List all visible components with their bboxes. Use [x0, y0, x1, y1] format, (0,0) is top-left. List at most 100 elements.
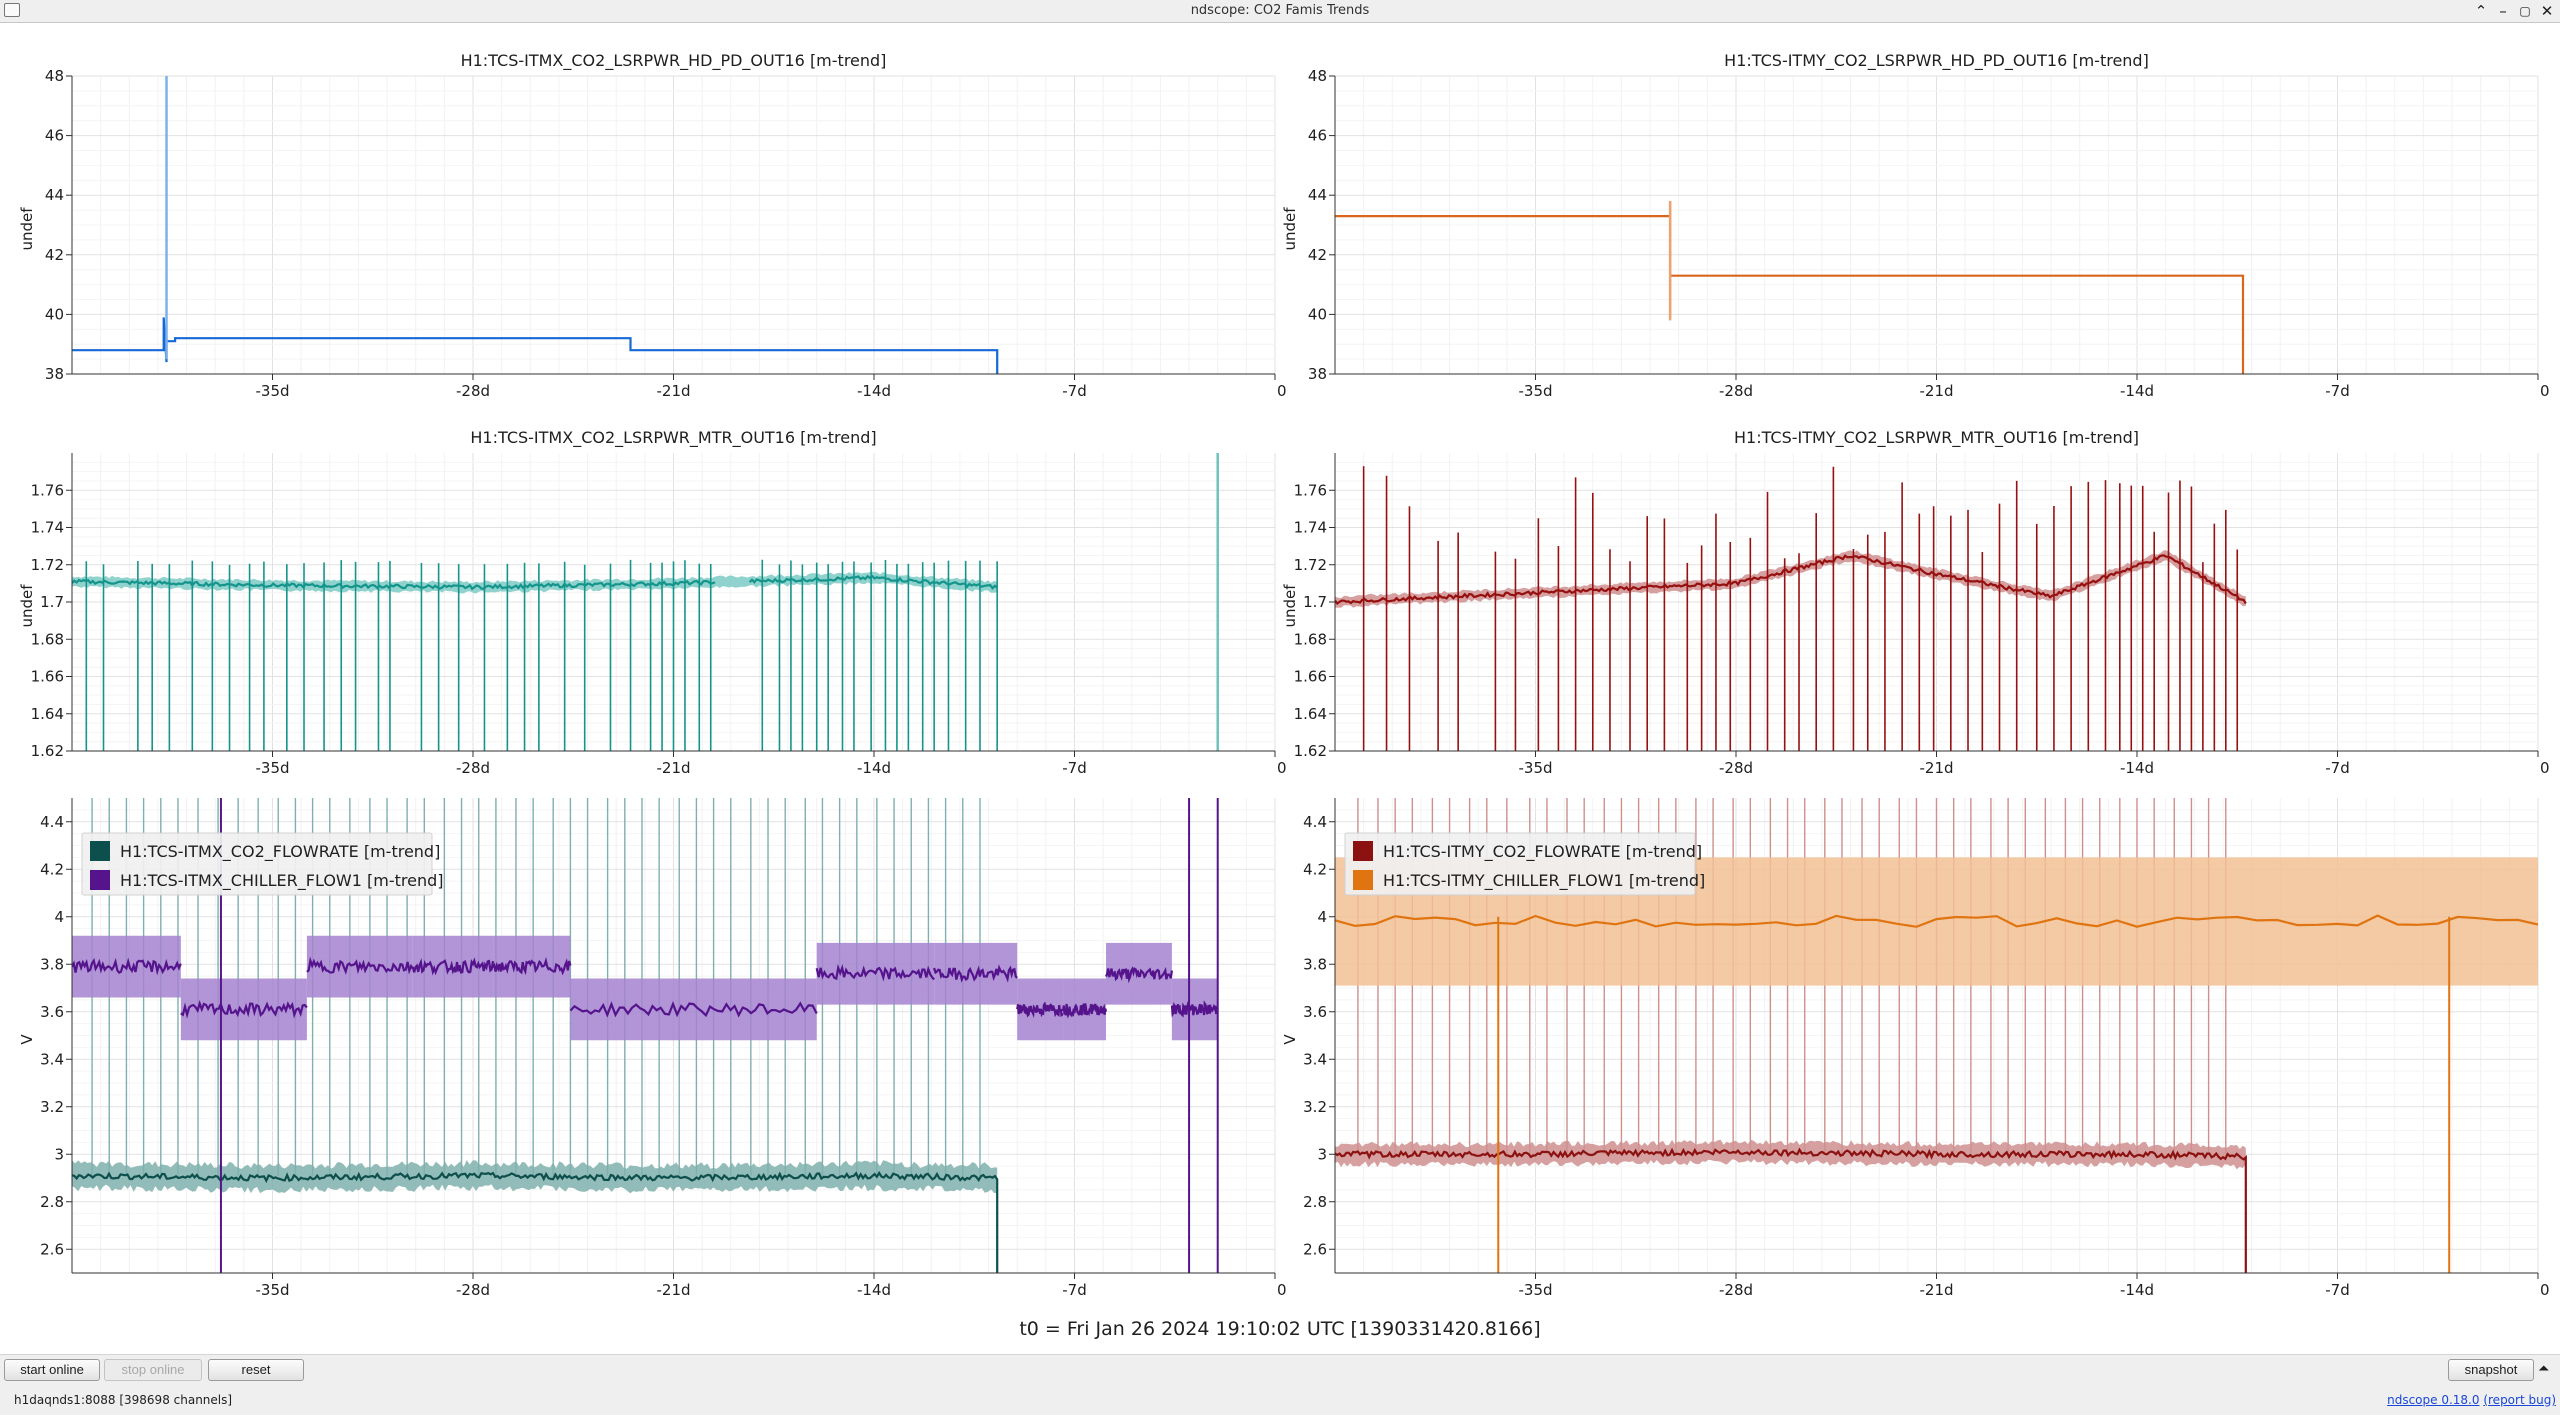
x-tick-label: -35d	[1518, 1281, 1552, 1299]
x-tick-label: -35d	[1518, 759, 1552, 777]
y-tick-label: 40	[45, 305, 64, 323]
plot-title: H1:TCS-ITMY_CO2_LSRPWR_MTR_OUT16 [m-tren…	[1734, 428, 2139, 448]
y-tick-label: 1.64	[31, 705, 64, 723]
legend-label: H1:TCS-ITMX_CO2_FLOWRATE [m-trend]	[120, 842, 440, 862]
y-tick-label: 1.64	[1294, 705, 1327, 723]
series-tr-0-line	[1335, 201, 2245, 374]
version-info: ndscope 0.18.0 (report bug)	[2387, 1393, 2556, 1407]
y-axis-label: V	[18, 1034, 36, 1045]
plot-data	[72, 76, 999, 374]
start-online-button[interactable]: start online	[4, 1359, 100, 1381]
x-tick-label: -7d	[2325, 759, 2349, 777]
y-tick-label: 38	[1308, 365, 1327, 383]
y-tick-label: 2.8	[1303, 1193, 1327, 1211]
x-tick-label: -14d	[857, 1281, 891, 1299]
y-tick-label: 1.74	[1294, 519, 1327, 537]
y-tick-label: 1.76	[1294, 481, 1327, 499]
chevron-up-icon[interactable]: ⌃	[2474, 2, 2488, 20]
y-tick-label: 2.6	[1303, 1240, 1327, 1258]
x-tick-label: -28d	[1719, 759, 1753, 777]
plot-title: H1:TCS-ITMX_CO2_LSRPWR_HD_PD_OUT16 [m-tr…	[461, 51, 887, 71]
window-titlebar: ndscope: CO2 Famis Trends ⌃ – ▢ ✕	[0, 0, 2560, 23]
plot-itmy-flow[interactable]: -35d -28d -21d -14d -7d 0 2.6 2.8 3 3.2 3.4 3.6 3.8 4…	[1281, 798, 2550, 1299]
y-tick-label: 3.8	[1303, 955, 1327, 973]
series-bl-1-band	[570, 978, 817, 1041]
y-tick-label: 1.76	[31, 481, 64, 499]
version-link[interactable]: ndscope 0.18.0	[2387, 1393, 2480, 1407]
y-tick-label: 4.4	[1303, 813, 1327, 831]
x-tick-label: -21d	[1919, 1281, 1953, 1299]
y-tick-label: 44	[1308, 186, 1327, 204]
expand-toggle-icon[interactable]: ⏶	[2538, 1361, 2550, 1377]
legend-swatch	[90, 841, 110, 861]
x-tick-label: -21d	[656, 382, 690, 400]
x-tick-label: -21d	[1919, 759, 1953, 777]
y-tick-label: 1.66	[31, 668, 64, 686]
series-mr-0-band	[1335, 550, 2246, 608]
y-tick-label: 4.4	[40, 813, 64, 831]
plot-title: H1:TCS-ITMY_CO2_LSRPWR_HD_PD_OUT16 [m-tr…	[1724, 51, 2149, 71]
x-tick-label: -14d	[857, 759, 891, 777]
legend-label: H1:TCS-ITMY_CHILLER_FLOW1 [m-trend]	[1383, 871, 1705, 891]
y-axis-label: undef	[1281, 584, 1299, 628]
plot-itmx-mtr[interactable]: H1:TCS-ITMX_CO2_LSRPWR_MTR_OUT16 [m-tren…	[18, 428, 1287, 777]
x-tick-label: -7d	[1062, 382, 1086, 400]
x-tick-label: 0	[2540, 382, 2550, 400]
reset-button[interactable]: reset	[208, 1359, 304, 1381]
x-tick-label: -14d	[2120, 759, 2154, 777]
plot-grid[interactable]: H1:TCS-ITMX_CO2_LSRPWR_HD_PD_OUT16 [m-tr…	[0, 23, 2560, 1313]
y-tick-label: 40	[1308, 305, 1327, 323]
x-tick-label: -7d	[2325, 382, 2349, 400]
y-tick-label: 46	[1308, 127, 1327, 145]
legend-swatch	[1353, 841, 1373, 861]
y-tick-label: 3.8	[40, 955, 64, 973]
y-tick-label: 1.62	[1294, 742, 1327, 760]
legend-swatch	[90, 870, 110, 890]
x-tick-label: -21d	[656, 759, 690, 777]
stop-online-button[interactable]: stop online	[104, 1359, 202, 1381]
plot-itmy-mtr[interactable]: H1:TCS-ITMY_CO2_LSRPWR_MTR_OUT16 [m-tren…	[1281, 428, 2550, 777]
close-icon[interactable]: ✕	[2540, 2, 2554, 20]
legend-label: H1:TCS-ITMX_CHILLER_FLOW1 [m-trend]	[120, 871, 443, 891]
y-tick-label: 4.2	[1303, 860, 1327, 878]
y-tick-label: 1.72	[31, 556, 64, 574]
plot-itmx-hd-pd[interactable]: H1:TCS-ITMX_CO2_LSRPWR_HD_PD_OUT16 [m-tr…	[18, 51, 1287, 400]
y-tick-label: 1.68	[31, 630, 64, 648]
x-tick-label: 0	[2540, 759, 2550, 777]
y-tick-label: 48	[1308, 67, 1327, 85]
x-tick-label: -35d	[255, 759, 289, 777]
plot-itmy-hd-pd[interactable]: H1:TCS-ITMY_CO2_LSRPWR_HD_PD_OUT16 [m-tr…	[1281, 51, 2550, 400]
plot-title: H1:TCS-ITMX_CO2_LSRPWR_MTR_OUT16 [m-tren…	[470, 428, 876, 448]
x-tick-label: -28d	[1719, 382, 1753, 400]
minimize-icon[interactable]: –	[2499, 2, 2507, 20]
y-tick-label: 1.72	[1294, 556, 1327, 574]
y-tick-label: 2.6	[40, 1240, 64, 1258]
y-tick-label: 4.2	[40, 860, 64, 878]
snapshot-button[interactable]: snapshot	[2448, 1359, 2534, 1381]
y-tick-label: 1.7	[40, 593, 64, 611]
y-tick-label: 3.4	[40, 1050, 64, 1068]
legend-swatch	[1353, 870, 1373, 890]
y-axis-label: undef	[1281, 207, 1299, 251]
y-tick-label: 1.68	[1294, 630, 1327, 648]
y-tick-label: 3.2	[1303, 1098, 1327, 1116]
x-tick-label: 0	[1277, 382, 1287, 400]
toolbar: start online stop online reset snapshot …	[0, 1354, 2560, 1386]
report-bug-link[interactable]: (report bug)	[2483, 1393, 2556, 1407]
x-tick-label: -7d	[1062, 759, 1086, 777]
series-bl-1-band	[180, 978, 307, 1041]
y-tick-label: 3	[1317, 1145, 1327, 1163]
series-br-0-line	[1335, 1147, 2247, 1273]
legend-label: H1:TCS-ITMY_CO2_FLOWRATE [m-trend]	[1383, 842, 1702, 862]
plot-itmx-flow[interactable]: -35d -28d -21d -14d -7d 0 2.6 2.8 3 3.2 3.4 3.6 3.8 4…	[18, 798, 1287, 1299]
legend-box	[81, 832, 433, 896]
y-tick-label: 42	[45, 246, 64, 264]
x-tick-label: -35d	[255, 382, 289, 400]
y-tick-label: 2.8	[40, 1193, 64, 1211]
y-axis-label: V	[1281, 1034, 1299, 1045]
legend-box	[1344, 832, 1696, 896]
x-tick-label: -21d	[1919, 382, 1953, 400]
y-tick-label: 4	[54, 908, 64, 926]
maximize-icon[interactable]: ▢	[2519, 4, 2531, 18]
x-tick-label: -7d	[2325, 1281, 2349, 1299]
